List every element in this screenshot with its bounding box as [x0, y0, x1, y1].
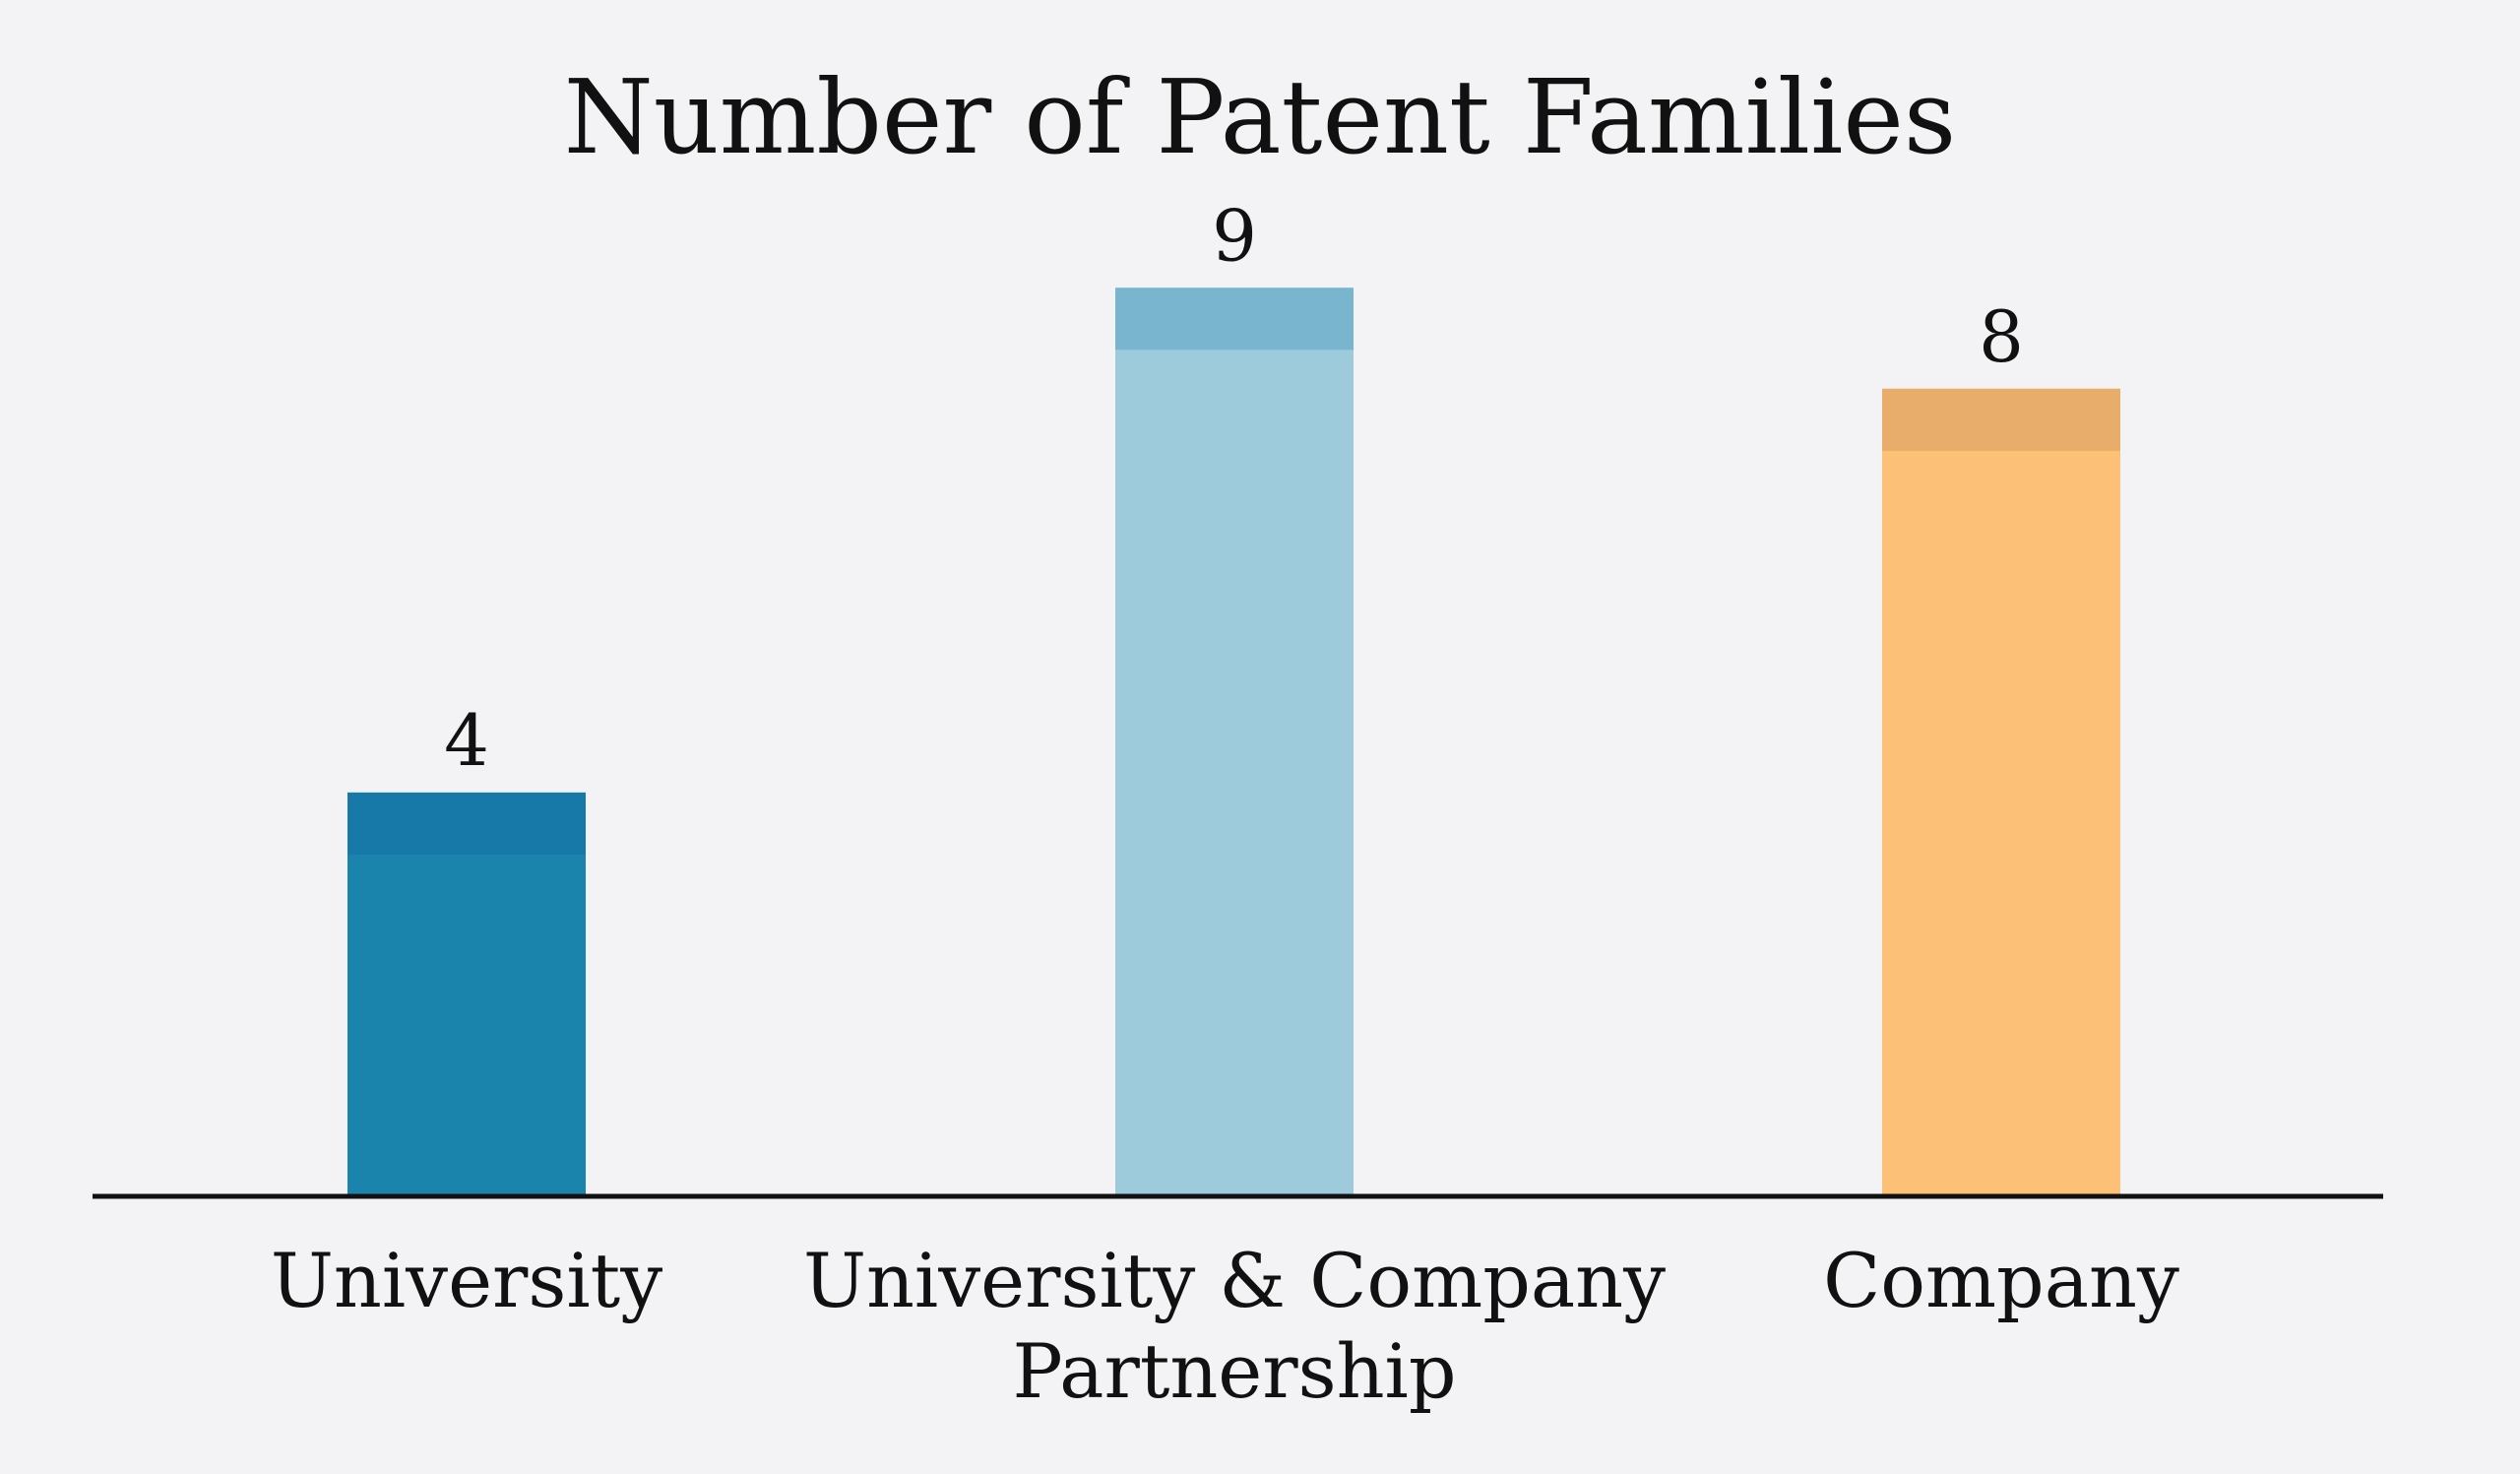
category-label-1: University & Company Partnership	[803, 1237, 1666, 1415]
bar-cap-1	[1115, 288, 1354, 351]
bar-1	[1115, 288, 1354, 1197]
value-label-0: 4	[444, 699, 489, 782]
bars-layer	[347, 288, 2120, 1197]
chart-title: Number of Patent Families	[564, 57, 1957, 177]
bar-cap-2	[1882, 388, 2120, 451]
category-label-1-line-0: University & Company	[803, 1237, 1666, 1324]
category-label-1-line-1: Partnership	[1012, 1327, 1456, 1415]
value-label-2: 8	[1979, 295, 2024, 378]
category-label-2-line-0: Company	[1823, 1237, 2179, 1324]
category-label-0: University	[271, 1237, 662, 1324]
bar-2	[1882, 388, 2120, 1196]
category-label-0-line-0: University	[271, 1237, 662, 1324]
value-label-1: 9	[1212, 194, 1257, 277]
bar-cap-0	[347, 792, 586, 855]
category-label-2: Company	[1823, 1237, 2179, 1324]
labels-layer: 4 University 9 University & Company Partners…	[271, 194, 2179, 1415]
bar-0	[347, 792, 586, 1196]
